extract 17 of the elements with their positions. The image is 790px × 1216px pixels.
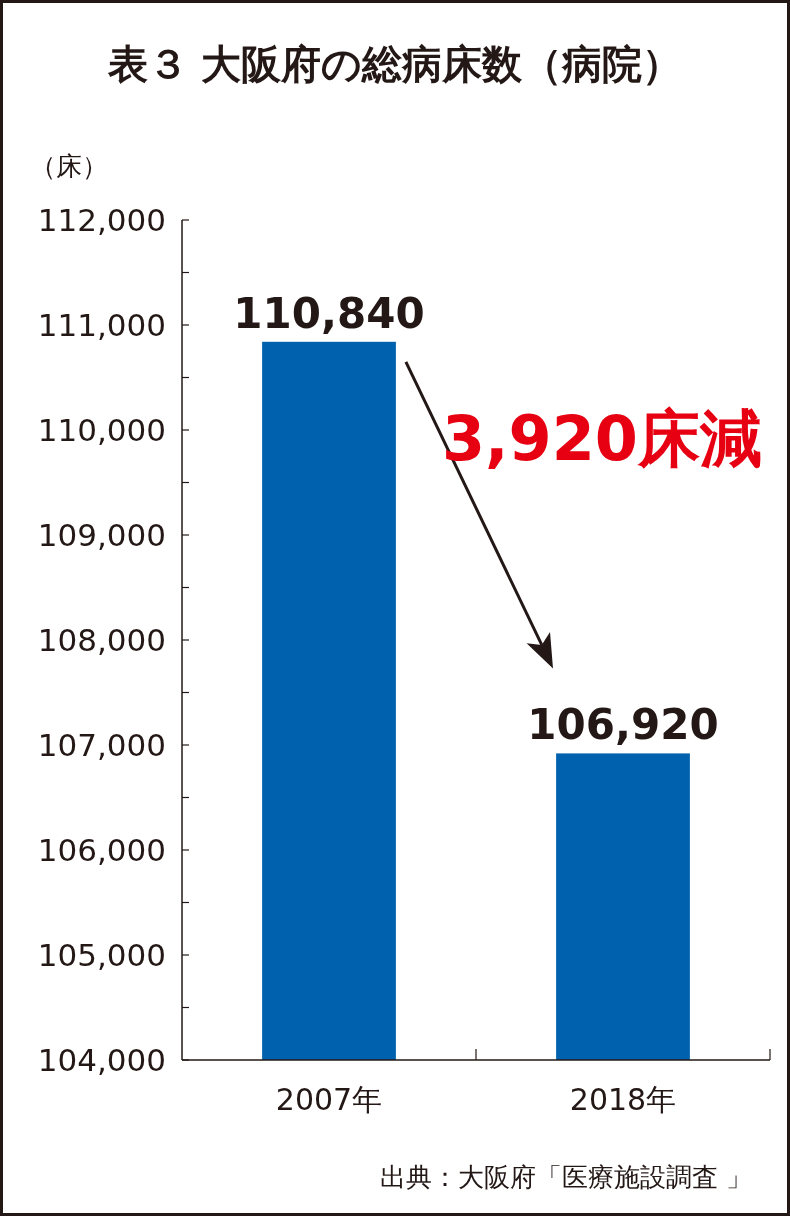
chart-title: 表３ 大阪府の総病床数（病院） [106,41,683,87]
y-tick-label: 104,000 [37,1042,166,1078]
y-tick-label: 110,000 [37,412,166,448]
y-tick-label: 107,000 [37,727,166,763]
y-tick-label: 106,000 [37,832,166,868]
y-axis-title: （床） [30,151,108,181]
y-tick-label: 111,000 [37,307,166,343]
annotation: 3,920床減 [441,402,762,475]
data-label: 106,920 [527,700,719,750]
y-tick-label: 109,000 [37,517,166,553]
y-tick-label: 105,000 [37,937,166,973]
x-tick-label: 2007年 [275,1082,383,1117]
x-tick-label: 2018年 [569,1082,677,1117]
y-tick-label: 108,000 [37,622,166,658]
data-label: 110,840 [233,288,425,338]
y-tick-label: 112,000 [37,202,166,238]
source-note: 出典：大阪府「医療施設調査 」 [379,1162,752,1192]
